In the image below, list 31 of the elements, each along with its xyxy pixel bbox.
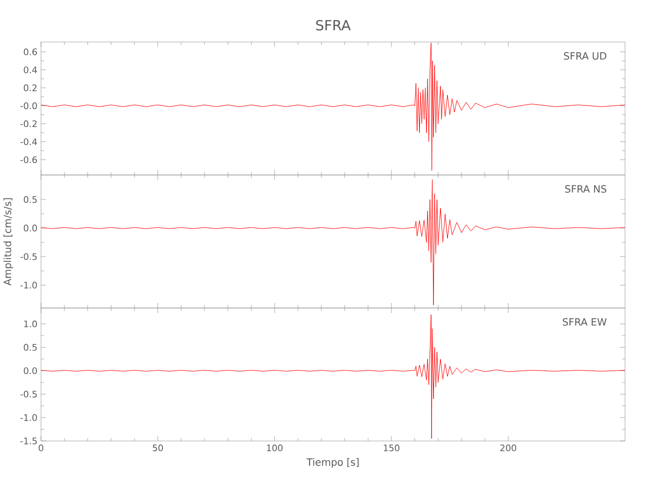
y-tick-label: -0.5 (20, 390, 37, 398)
x-tick-label: 200 (500, 444, 516, 452)
x-tick-label: 50 (152, 444, 163, 452)
y-tick-label: 0.6 (24, 48, 37, 56)
y-tick-label: 0.0 (24, 367, 37, 374)
line-series (41, 42, 626, 171)
y-tick-label: 0.5 (24, 196, 37, 203)
y-tick-label: 1.0 (24, 320, 37, 328)
line-series (41, 314, 626, 439)
annotation: SFRA EW (562, 318, 607, 326)
x-tick-label: 0 (38, 444, 44, 452)
y-tick-label: -1.0 (20, 282, 37, 289)
y-axis-title: Amplitud [cm/s/s] (4, 198, 14, 286)
chart-title: SFRA (316, 20, 351, 31)
y-tick-label: -1.0 (20, 414, 37, 421)
y-tick-label: -0.0 (20, 102, 37, 110)
y-tick-label: 0.5 (24, 344, 37, 351)
x-tick-label: 100 (267, 444, 283, 452)
x-tick-label: 150 (384, 444, 400, 452)
y-tick-label: -0.4 (20, 138, 37, 146)
y-tick-label: -0.2 (20, 120, 37, 128)
line-series (41, 179, 626, 306)
y-tick-label: -1.5 (20, 438, 37, 444)
y-tick-label: 0.4 (24, 66, 37, 74)
y-tick-label: -0.6 (20, 156, 37, 164)
y-tick-label: 0.2 (24, 84, 37, 92)
annotation: SFRA NS (565, 185, 606, 193)
x-axis-title: Tiempo [s] (306, 458, 359, 468)
annotation: SFRA UD (564, 52, 606, 60)
y-tick-label: -0.5 (20, 253, 37, 260)
y-tick-label: 0.0 (24, 224, 37, 232)
